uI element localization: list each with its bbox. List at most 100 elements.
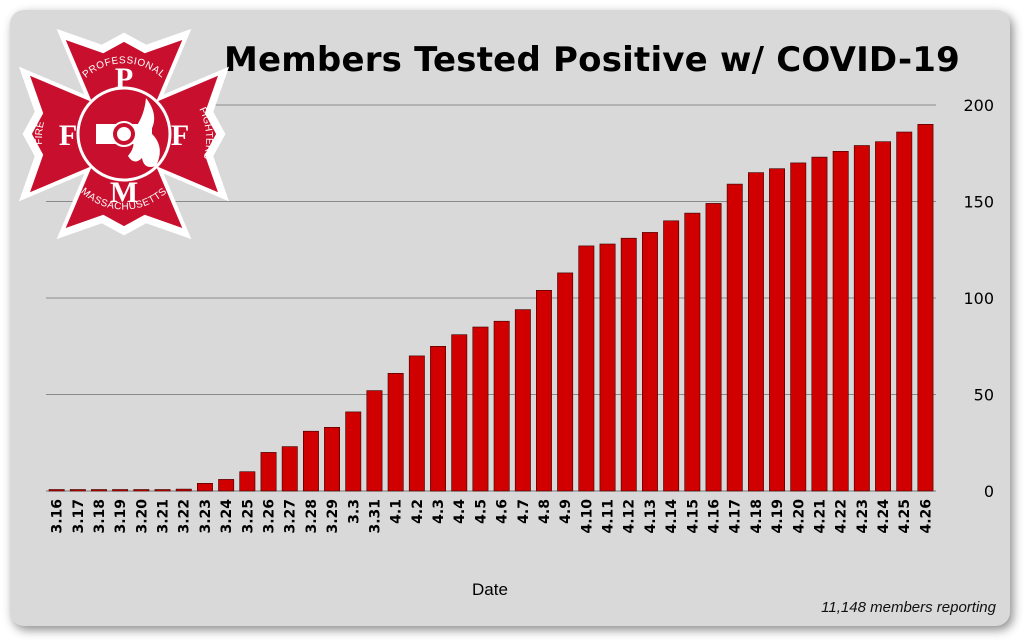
bar [387, 372, 404, 492]
y-tick-label: 50 [974, 386, 994, 405]
x-tick-label: 3.28 [304, 499, 320, 534]
bar [493, 320, 510, 492]
bar [896, 131, 913, 492]
x-tick-label: 3.21 [156, 499, 172, 534]
y-tick-label: 0 [984, 482, 994, 501]
x-tick-label: 3.20 [134, 499, 150, 534]
bar [260, 452, 277, 492]
union-logo: P F F M PROFESSIONAL MASSACHUSETTS FIRE … [18, 28, 230, 240]
x-tick-label: 4.25 [897, 499, 913, 534]
x-tick-label: 4.22 [834, 499, 850, 534]
bar [408, 355, 425, 492]
x-tick-label: 4.10 [579, 499, 595, 534]
bar [69, 489, 86, 492]
x-tick-label: 4.24 [876, 499, 892, 534]
bar [832, 151, 849, 492]
x-tick-label: 4.9 [558, 499, 574, 524]
bar [197, 482, 213, 492]
bar [91, 489, 107, 492]
bar [48, 489, 65, 492]
x-axis-label: Date [472, 580, 508, 599]
x-tick-label: 4.13 [643, 499, 659, 534]
x-tick-label: 4.2 [410, 499, 426, 524]
x-tick-label: 3.31 [368, 499, 384, 534]
bar [641, 232, 658, 492]
logo-letter-bottom: M [110, 176, 138, 209]
logo-arc-left: FIRE [34, 120, 47, 145]
x-tick-label: 4.11 [601, 499, 617, 534]
x-tick-label: 3.26 [262, 499, 278, 534]
bar [790, 162, 807, 492]
bar [175, 488, 192, 492]
x-tick-label: 4.18 [749, 499, 765, 534]
x-tick-label: 4.20 [791, 499, 807, 534]
logo-letter-right: F [171, 119, 189, 152]
x-tick-label: 4.7 [516, 499, 532, 524]
bars [48, 124, 934, 492]
x-tick-label: 3.25 [240, 499, 256, 534]
x-tick-label: 4.15 [685, 499, 701, 534]
footnote: 11,148 members reporting [821, 599, 996, 616]
y-tick-label: 150 [963, 193, 994, 212]
maltese-cross-icon [18, 28, 230, 240]
bar [302, 430, 319, 492]
bar [663, 220, 680, 492]
bar [726, 183, 743, 492]
x-tick-label: 4.6 [495, 499, 511, 524]
x-tick-label: 3.19 [113, 499, 129, 534]
bar [557, 272, 574, 492]
x-tick-label: 3.18 [92, 499, 108, 534]
bar [366, 390, 383, 492]
bar-chart: 0 50 100 150 200 3.16 3.17 3.18 3.19 3.20 3.21 3.2… [46, 96, 994, 599]
x-tick-label: 4.3 [431, 499, 447, 524]
bar [472, 326, 489, 492]
x-tick-label: 4.26 [918, 499, 934, 534]
bar [917, 124, 934, 492]
x-tick-label: 4.21 [813, 499, 829, 534]
bar [112, 489, 129, 492]
x-tick-label: 4.17 [728, 499, 744, 534]
x-tick-label: 3.16 [50, 499, 66, 534]
x-tick-label: 3.3 [346, 499, 362, 524]
bar [811, 156, 828, 492]
x-tick-label: 4.4 [452, 499, 468, 524]
x-tick-label: 4.1 [389, 499, 405, 524]
svg-text:FIRE: FIRE [34, 120, 47, 145]
chart-card: 0 50 100 150 200 3.16 3.17 3.18 3.19 3.20 3.21 3.2… [10, 10, 1010, 626]
bar [535, 289, 552, 492]
logo-letter-top: P [115, 62, 133, 95]
bar [705, 203, 722, 492]
y-tick-label: 200 [963, 96, 994, 115]
y-tick-labels: 0 50 100 150 200 [963, 96, 994, 501]
bar [451, 334, 468, 492]
bar [133, 489, 150, 492]
x-tick-label: 4.12 [622, 499, 638, 534]
bar [684, 212, 701, 492]
x-tick-label: 3.22 [177, 499, 193, 534]
x-tick-label: 3.17 [71, 499, 87, 534]
x-tick-labels: 3.16 3.17 3.18 3.19 3.20 3.21 3.22 3.23 3.24 3.25… [50, 499, 935, 534]
bar [281, 446, 298, 492]
x-tick-label: 3.27 [283, 499, 299, 534]
bar [769, 168, 786, 492]
bar [218, 479, 235, 492]
bar [853, 145, 870, 492]
bar [875, 141, 892, 492]
x-tick-label: 3.23 [198, 499, 214, 534]
x-tick-label: 3.29 [325, 499, 341, 534]
bar [154, 489, 171, 492]
y-tick-label: 100 [963, 289, 994, 308]
bar [747, 172, 764, 492]
bar [345, 411, 362, 492]
bar [620, 237, 637, 492]
x-tick-label: 4.5 [473, 499, 489, 524]
bar [324, 426, 340, 492]
bar [514, 309, 531, 492]
bar [430, 345, 446, 492]
bar [239, 471, 256, 492]
logo-letter-left: F [59, 119, 77, 152]
x-tick-label: 4.19 [770, 499, 786, 534]
x-tick-label: 4.14 [664, 499, 680, 534]
x-tick-label: 4.8 [537, 499, 553, 524]
x-tick-label: 4.16 [707, 499, 723, 534]
